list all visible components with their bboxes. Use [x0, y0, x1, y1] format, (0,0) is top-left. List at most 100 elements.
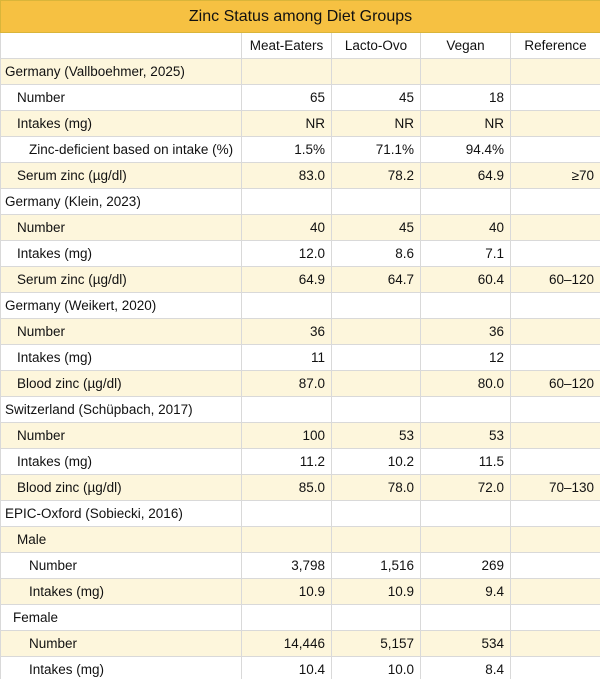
table-row: Number 100 53 53	[0, 422, 600, 449]
cell-meat-eaters: 14,446	[241, 630, 332, 657]
table-row: Intakes (mg) NR NR NR	[0, 110, 600, 137]
cell-meat-eaters: 64.9	[241, 266, 332, 293]
cell-lacto-ovo: 5,157	[331, 630, 421, 657]
cell-vegan	[420, 188, 511, 215]
cell-reference	[509, 318, 600, 345]
row-label: Number	[0, 630, 242, 657]
row-label: Germany (Weikert, 2020)	[0, 292, 242, 319]
cell-meat-eaters: 3,798	[241, 552, 332, 579]
cell-lacto-ovo: 1,516	[331, 552, 421, 579]
table-row: Number 14,446 5,157 534	[0, 630, 600, 657]
cell-lacto-ovo	[331, 344, 421, 371]
cell-vegan: 53	[420, 422, 511, 449]
cell-reference	[509, 656, 600, 679]
row-label: Number	[0, 84, 242, 111]
cell-vegan: 40	[420, 214, 511, 241]
header-cell-blank	[0, 32, 242, 59]
title-row: Zinc Status among Diet Groups	[0, 0, 600, 33]
cell-vegan: 534	[420, 630, 511, 657]
cell-reference	[509, 136, 600, 163]
cell-lacto-ovo	[331, 500, 421, 527]
cell-reference	[509, 578, 600, 605]
cell-vegan	[420, 396, 511, 423]
cell-vegan: 8.4	[420, 656, 511, 679]
cell-lacto-ovo	[331, 526, 421, 553]
row-label: Blood zinc (µg/dl)	[0, 474, 242, 501]
row-label: Serum zinc (µg/dl)	[0, 266, 242, 293]
cell-meat-eaters: 83.0	[241, 162, 332, 189]
cell-meat-eaters: 10.9	[241, 578, 332, 605]
cell-reference	[509, 630, 600, 657]
table-row: Female	[0, 604, 600, 631]
cell-vegan: 80.0	[420, 370, 511, 397]
cell-lacto-ovo: 8.6	[331, 240, 421, 267]
table-row: Germany (Vallboehmer, 2025)	[0, 58, 600, 85]
cell-meat-eaters: 10.4	[241, 656, 332, 679]
cell-reference: 70–130	[509, 474, 600, 501]
table-row: Switzerland (Schüpbach, 2017)	[0, 396, 600, 423]
cell-lacto-ovo	[331, 370, 421, 397]
cell-reference	[509, 448, 600, 475]
row-label: Intakes (mg)	[0, 344, 242, 371]
header-row: Meat-Eaters Lacto-Ovo Vegan Reference	[0, 32, 600, 59]
cell-reference	[509, 188, 600, 215]
row-label: Number	[0, 422, 242, 449]
cell-lacto-ovo: 45	[331, 214, 421, 241]
cell-lacto-ovo: 78.0	[331, 474, 421, 501]
cell-meat-eaters: 12.0	[241, 240, 332, 267]
cell-reference	[509, 344, 600, 371]
row-label: Intakes (mg)	[0, 448, 242, 475]
cell-reference	[509, 292, 600, 319]
row-label: EPIC-Oxford (Sobiecki, 2016)	[0, 500, 242, 527]
cell-lacto-ovo: 10.0	[331, 656, 421, 679]
cell-meat-eaters	[241, 396, 332, 423]
cell-reference	[509, 500, 600, 527]
cell-reference	[509, 604, 600, 631]
table-row: Blood zinc (µg/dl) 87.0 80.0 60–120	[0, 370, 600, 397]
cell-vegan: 9.4	[420, 578, 511, 605]
cell-vegan: 7.1	[420, 240, 511, 267]
cell-meat-eaters	[241, 604, 332, 631]
cell-lacto-ovo: NR	[331, 110, 421, 137]
cell-vegan: 94.4%	[420, 136, 511, 163]
table-row: Intakes (mg) 10.9 10.9 9.4	[0, 578, 600, 605]
cell-reference	[509, 214, 600, 241]
cell-lacto-ovo: 71.1%	[331, 136, 421, 163]
cell-meat-eaters	[241, 526, 332, 553]
table-row: Zinc-deficient based on intake (%) 1.5% 71…	[0, 136, 600, 163]
table-row: Blood zinc (µg/dl) 85.0 78.0 72.0 70–130	[0, 474, 600, 501]
table-row: Number 40 45 40	[0, 214, 600, 241]
cell-lacto-ovo: 10.2	[331, 448, 421, 475]
cell-meat-eaters: 85.0	[241, 474, 332, 501]
cell-lacto-ovo	[331, 292, 421, 319]
row-label: Number	[0, 552, 242, 579]
cell-reference	[509, 526, 600, 553]
table-row: Male	[0, 526, 600, 553]
cell-meat-eaters: 65	[241, 84, 332, 111]
table-row: Number 36 36	[0, 318, 600, 345]
header-cell-meat-eaters: Meat-Eaters	[241, 32, 332, 59]
row-label: Number	[0, 214, 242, 241]
table-row: Number 65 45 18	[0, 84, 600, 111]
cell-lacto-ovo	[331, 188, 421, 215]
row-label: Germany (Vallboehmer, 2025)	[0, 58, 242, 85]
cell-lacto-ovo	[331, 58, 421, 85]
cell-vegan: NR	[420, 110, 511, 137]
cell-meat-eaters: 36	[241, 318, 332, 345]
cell-vegan: 12	[420, 344, 511, 371]
cell-vegan: 269	[420, 552, 511, 579]
table-row: Germany (Weikert, 2020)	[0, 292, 600, 319]
row-label: Intakes (mg)	[0, 110, 242, 137]
cell-lacto-ovo: 78.2	[331, 162, 421, 189]
cell-meat-eaters: NR	[241, 110, 332, 137]
cell-reference: 60–120	[509, 266, 600, 293]
cell-vegan	[420, 526, 511, 553]
row-label: Intakes (mg)	[0, 656, 242, 679]
table-row: EPIC-Oxford (Sobiecki, 2016)	[0, 500, 600, 527]
cell-lacto-ovo	[331, 318, 421, 345]
cell-reference	[509, 240, 600, 267]
header-cell-vegan: Vegan	[420, 32, 511, 59]
table-row: Intakes (mg) 12.0 8.6 7.1	[0, 240, 600, 267]
cell-reference	[509, 396, 600, 423]
